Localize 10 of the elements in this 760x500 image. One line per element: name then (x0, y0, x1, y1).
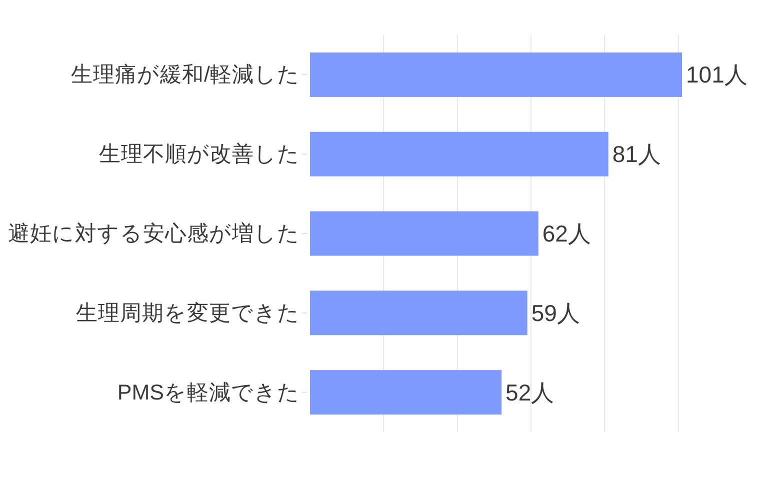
y-tick-label: 生理痛が緩和/軽減した (71, 62, 300, 87)
data-label: 62人 (542, 220, 591, 246)
y-tick-label: 生理周期を変更できた (76, 300, 300, 325)
data-label: 101人 (686, 62, 748, 88)
y-tick-label: PMSを軽減できた (117, 380, 300, 404)
data-label: 81人 (612, 141, 661, 168)
y-tick-label: 避妊に対する安心感が増した (8, 222, 300, 246)
data-label: 59人 (531, 300, 580, 326)
y-tick-label: 生理不順が改善した (99, 142, 300, 166)
data-label: 52人 (506, 379, 554, 406)
